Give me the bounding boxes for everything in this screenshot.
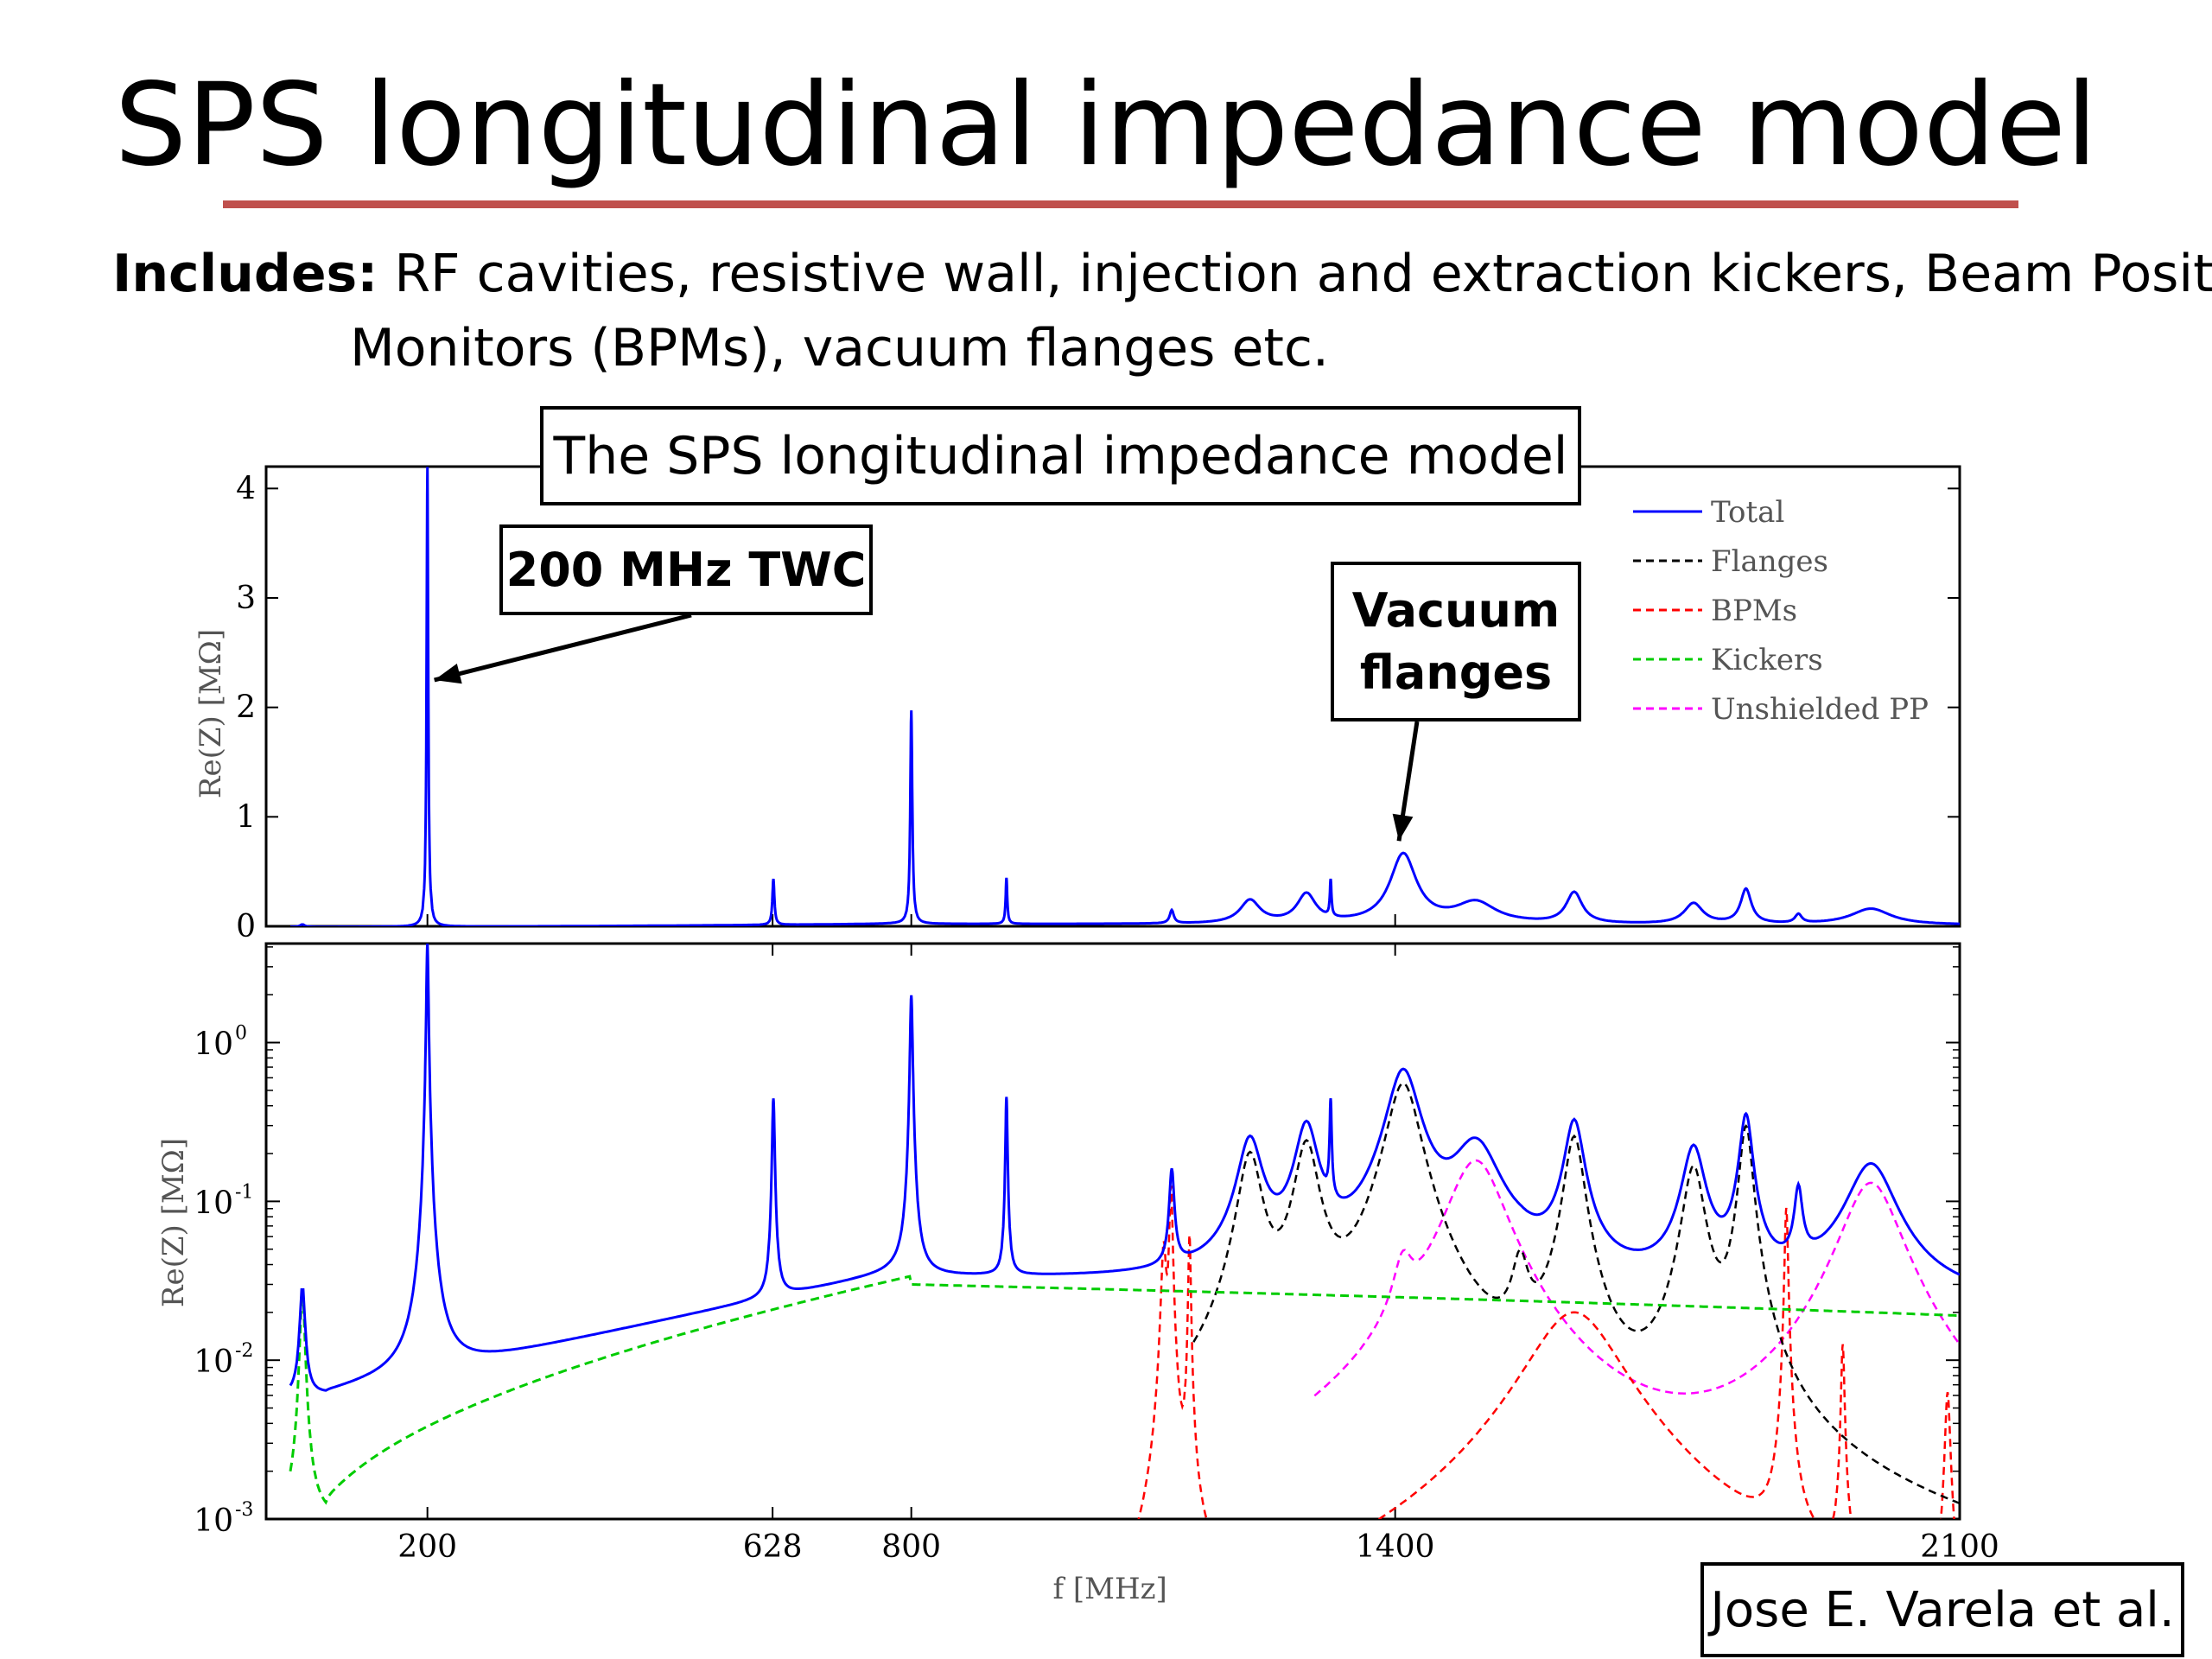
annotation-twc-arrow-head [434,664,462,684]
bottom-ytick-label: 10 [194,1185,233,1221]
bottom-ytick-label: 10 [194,1027,233,1063]
bottom-series-flanges [1192,1082,1960,1505]
top-series-total [290,467,1960,926]
bottom-series-kickers [289,1274,1960,1505]
includes-text-1: RF cavities, resistive wall, injection a… [378,244,2212,304]
bottom-ytick-label: 10 [194,1344,233,1380]
legend-label-flanges: Flanges [1711,544,1828,579]
bottom-ytick-exponent: -2 [235,1340,253,1362]
bottom-xlabel: f [MHz] [1053,1572,1167,1606]
annotation-flanges-arrow-head [1392,813,1414,842]
bottom-ytick-exponent: -3 [235,1499,253,1521]
annotation-vacuum-flanges: Vacuum flanges [1331,562,1581,721]
legend-label-unshielded-pp: Unshielded PP [1711,692,1929,727]
includes-label: Includes: [112,244,378,304]
bottom-series-total [289,944,1960,1392]
top-ylabel: Re(Z) [MΩ] [194,629,228,798]
top-ytick-label: 2 [236,690,256,726]
annotation-twc-arrow-shaft [434,613,692,683]
top-ytick-label: 1 [236,799,256,835]
bottom-series-unshielded-pp [1313,1159,1960,1397]
bottom-xtick-label: 200 [397,1529,457,1565]
bottom-xtick-label: 800 [881,1529,941,1565]
includes-line-1: Includes: RF cavities, resistive wall, i… [112,244,2212,304]
bottom-ytick-exponent: 0 [235,1023,247,1045]
slide-title: SPS longitudinal impedance model [114,59,2098,192]
legend-label-kickers: Kickers [1711,643,1823,677]
bottom-xtick-label: 1400 [1356,1529,1435,1565]
bottom-plot-frame [264,942,1961,1521]
annotation-twc: 200 MHz TWC [499,524,873,615]
bottom-series-group [289,944,1960,1519]
bottom-xtick-label: 628 [743,1529,803,1565]
legend-label-bpms: BPMs [1711,594,1797,628]
top-ytick-label: 4 [236,471,256,506]
bottom-series-bpms [1137,1185,1955,1519]
bottom-ylabel: Re(Z) [MΩ] [156,1138,191,1307]
title-underline [223,200,2018,208]
bottom-ytick-label: 10 [194,1503,233,1539]
legend-label-total: Total [1711,495,1784,530]
top-ytick-label: 0 [236,909,256,944]
bottom-xtick-label: 2100 [1920,1529,1999,1565]
top-series-group [290,467,1960,926]
credit-box: Jose E. Varela et al. [1700,1562,2184,1657]
bottom-ytick-exponent: -1 [235,1181,253,1203]
chart-title: The SPS longitudinal impedance model [540,406,1581,505]
top-ytick-label: 3 [236,581,256,616]
includes-line-2: Monitors (BPMs), vacuum flanges etc. [350,318,1329,378]
